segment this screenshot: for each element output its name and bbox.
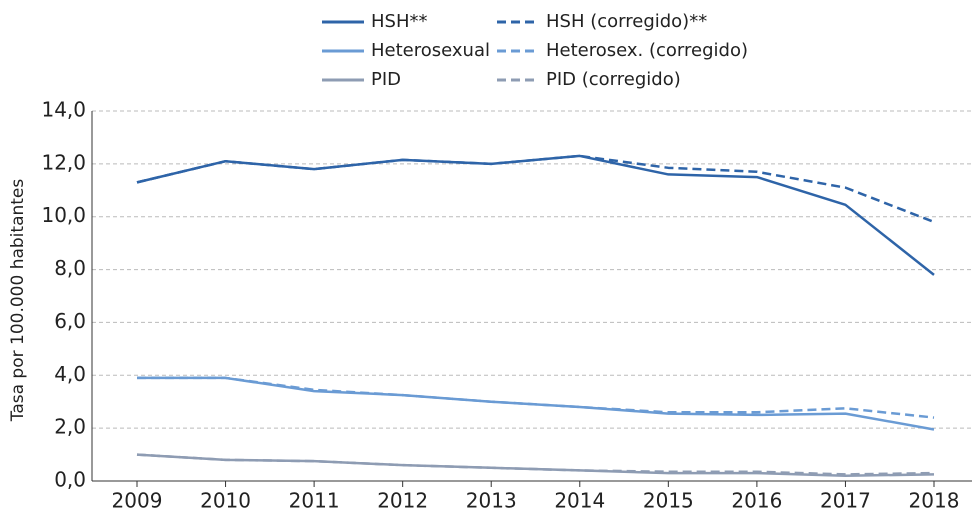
legend-label: PID (corregido)	[546, 69, 681, 90]
x-tick-label: 2016	[731, 489, 782, 512]
series-line	[136, 154, 935, 224]
y-tick-label: 10,0	[41, 203, 86, 227]
x-tick-label: 2017	[820, 489, 871, 512]
y-tick-label: 6,0	[54, 309, 86, 333]
legend-label: PID	[371, 69, 401, 90]
y-tick-label: 14,0	[41, 98, 86, 122]
y-tick-label: 4,0	[54, 362, 86, 386]
legend-label: HSH (corregido)**	[546, 11, 707, 32]
series-line	[137, 376, 935, 419]
legend-label: Heterosexual	[371, 40, 490, 61]
x-tick-label: 2013	[466, 489, 517, 512]
legend-label: HSH**	[371, 11, 428, 32]
y-tick-label: 12,0	[41, 150, 86, 174]
series-line	[136, 154, 935, 276]
x-tick-label: 2014	[554, 489, 605, 512]
y-tick-label: 8,0	[54, 256, 86, 280]
series-line	[136, 453, 935, 476]
y-tick-label: 0,0	[54, 468, 86, 492]
x-tick-label: 2015	[643, 489, 694, 512]
x-tick-label: 2009	[112, 489, 163, 512]
y-axis-label: Tasa por 100.000 habitantes	[8, 179, 28, 423]
legend-label: Heterosex. (corregido)	[546, 40, 748, 61]
x-tick-label: 2011	[289, 489, 340, 512]
x-tick-label: 2012	[377, 489, 428, 512]
x-tick-label: 2018	[909, 489, 960, 512]
x-tick-label: 2010	[200, 489, 251, 512]
y-tick-label: 2,0	[54, 415, 86, 439]
